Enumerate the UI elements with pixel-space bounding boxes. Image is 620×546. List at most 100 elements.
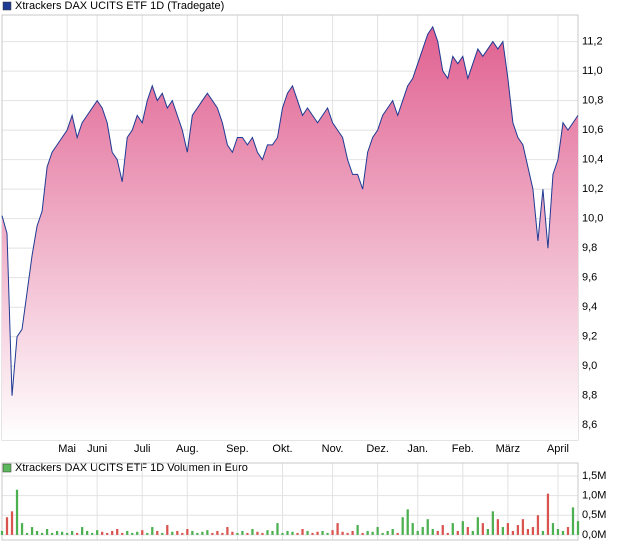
volume-bar [361,532,364,535]
volume-bar [501,527,504,535]
volume-bar [446,532,449,535]
volume-bar [146,532,149,535]
y-tick-label: 11,0 [582,65,603,77]
volume-bar [466,527,469,535]
volume-bar [331,530,334,535]
volume-bar [35,530,39,535]
volume-bar [196,532,199,535]
volume-bar [81,527,84,535]
volume-bar [55,530,59,535]
volume-bar [346,532,349,535]
x-tick-label: April [547,443,569,455]
volume-bar [50,532,54,535]
volume-bar [0,530,4,535]
volume-bar [226,527,229,535]
volume-bar [136,531,139,535]
volume-bar [91,532,94,535]
y-tick-label: 11,2 [582,35,603,47]
volume-bar [411,523,414,535]
volume-bar [111,530,114,535]
x-tick-label: Nov. [322,443,344,455]
volume-bar [481,523,484,535]
y-tick-label: 10,0 [582,213,603,225]
volume-bar [171,531,174,535]
volume-bar [491,511,494,535]
volume-bar [341,531,344,535]
volume-bar [441,525,444,535]
y-tick-label: 0,5M [582,509,606,521]
y-tick-label: 9,4 [582,301,597,313]
x-tick-label: März [496,443,520,455]
x-tick-label: Okt. [272,443,292,455]
volume-bar [521,519,525,535]
volume-bar [45,529,49,535]
x-tick-label: Dez. [366,443,389,455]
volume-bar [221,532,224,535]
volume-bar [25,532,29,535]
volume-bar [426,519,429,535]
volume-bar [381,532,384,535]
x-tick-label: Feb. [452,443,474,455]
volume-bar [206,530,209,535]
volume-bar [451,523,454,535]
volume-bar [65,532,69,535]
x-tick-label: Mai [58,443,76,455]
volume-bar [356,525,359,535]
volume-bar [106,532,109,535]
volume-bar [551,523,555,535]
volume-bar [496,519,499,535]
volume-bar [241,530,244,535]
volume-bar [276,523,279,535]
volume-bar [271,530,274,535]
x-tick-label: Jan. [407,443,428,455]
y-tick-label: 9,8 [582,242,597,254]
volume-bar [15,489,19,535]
volume-bar [251,529,254,535]
y-tick-label: 10,2 [582,183,603,195]
legend-swatch [2,1,12,11]
volume-bar [216,530,219,535]
volume-bar [256,531,259,535]
volume-bar [261,532,264,535]
volume-bar [5,517,9,535]
volume-bar [336,523,339,535]
volume-bar [371,531,374,535]
volume-bar [291,531,294,535]
volume-bar [101,531,104,535]
volume-bar [366,530,369,535]
volume-bar [151,527,154,535]
volume-bar [76,532,79,535]
legend-swatch [2,463,12,473]
volume-bar [186,529,189,535]
volume-bar [20,523,24,535]
x-tick-label: Aug. [176,443,199,455]
y-tick-label: 8,6 [582,419,597,431]
price-line [1,25,579,396]
volume-bar [30,527,34,535]
volume-bar [286,530,289,535]
volume-bar [376,527,379,535]
volume-bar [201,531,204,535]
volume-bar [306,530,309,535]
plot-frame [1,462,579,541]
x-tick-label: Juli [134,443,151,455]
y-tick-label: 9,6 [582,272,597,284]
volume-bar [181,532,184,535]
volume-bar [236,532,239,535]
volume-bar [266,530,269,535]
volume-bar [281,532,284,535]
volume-bar [301,529,304,535]
y-tick-label: 9,2 [582,331,597,343]
x-tick-label: Sep. [226,443,249,455]
volume-bar [40,532,44,535]
y-tick-label: 10,4 [582,154,603,166]
y-tick-label: 1,5M [582,470,606,482]
volume-bar [131,532,134,535]
volume-bar [556,529,560,535]
volume-bar [566,527,570,535]
volume-bar [316,531,319,535]
volume-bar [60,531,64,535]
volume-bar [296,532,299,535]
volume-bar [396,532,399,535]
